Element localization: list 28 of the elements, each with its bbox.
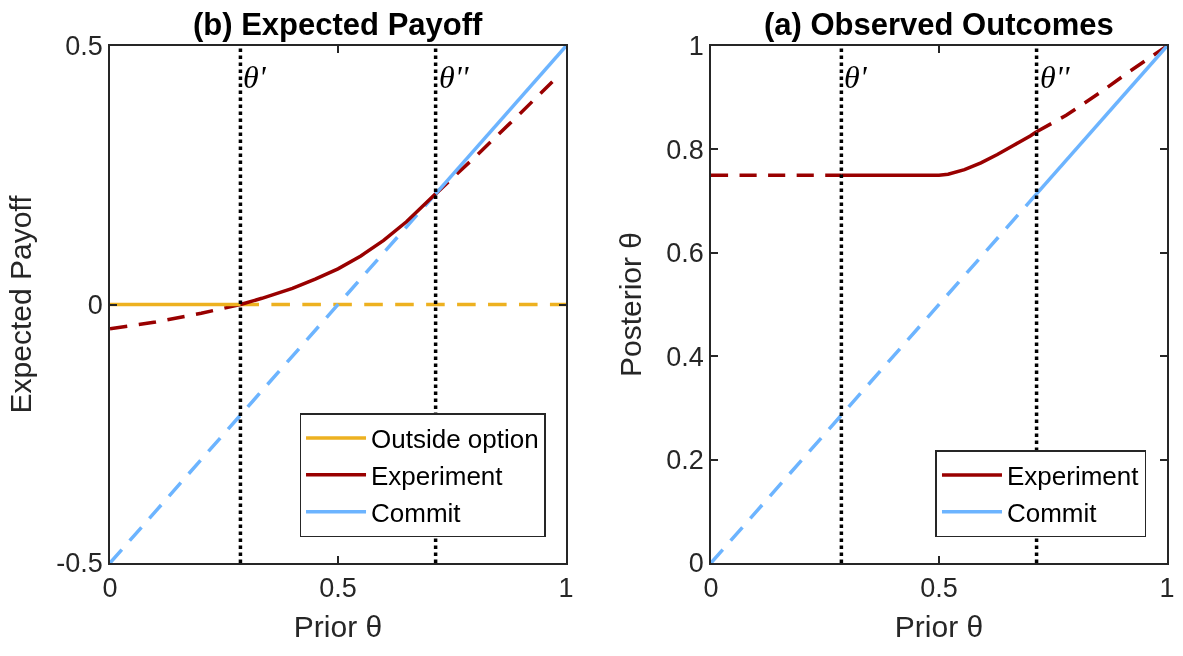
ref-line-label: θ'' <box>439 59 470 95</box>
legend-label: Commit <box>371 497 462 528</box>
y-tick-label: 0.2 <box>666 445 704 476</box>
legend-label: Experiment <box>1006 461 1140 492</box>
x-tick-label: 1 <box>558 573 574 604</box>
x-tick-label: 1 <box>1159 573 1175 604</box>
ref-line-label: θ'' <box>1040 59 1071 95</box>
y-axis-title: Posterior θ <box>613 231 647 378</box>
y-tick-label: 1 <box>688 31 704 62</box>
y-tick-label: 0.5 <box>65 31 103 62</box>
y-tick-label: 0.8 <box>666 134 704 165</box>
y-axis-title: Expected Payoff <box>3 194 37 414</box>
x-tick-label: 0.5 <box>319 573 357 604</box>
chart-title: (b) Expected Payoff <box>193 7 484 42</box>
x-axis-title: Prior θ <box>293 610 383 644</box>
legend-label: Experiment <box>371 460 504 491</box>
chart-title: (a) Observed Outcomes <box>764 7 1114 42</box>
y-tick-label: 0 <box>87 289 103 320</box>
y-tick-label: -0.5 <box>56 548 103 579</box>
legend-label: Commit <box>1006 497 1098 528</box>
ref-line-label: θ' <box>243 59 267 95</box>
ref-line-label: θ' <box>844 59 868 95</box>
x-axis-title: Prior θ <box>894 610 984 644</box>
x-tick-label: 0.5 <box>920 573 958 604</box>
y-tick-label: 0 <box>688 548 704 579</box>
y-tick-label: 0.6 <box>666 238 704 269</box>
y-tick-label: 0.4 <box>666 341 704 372</box>
legend-label: Outside option <box>371 424 539 455</box>
